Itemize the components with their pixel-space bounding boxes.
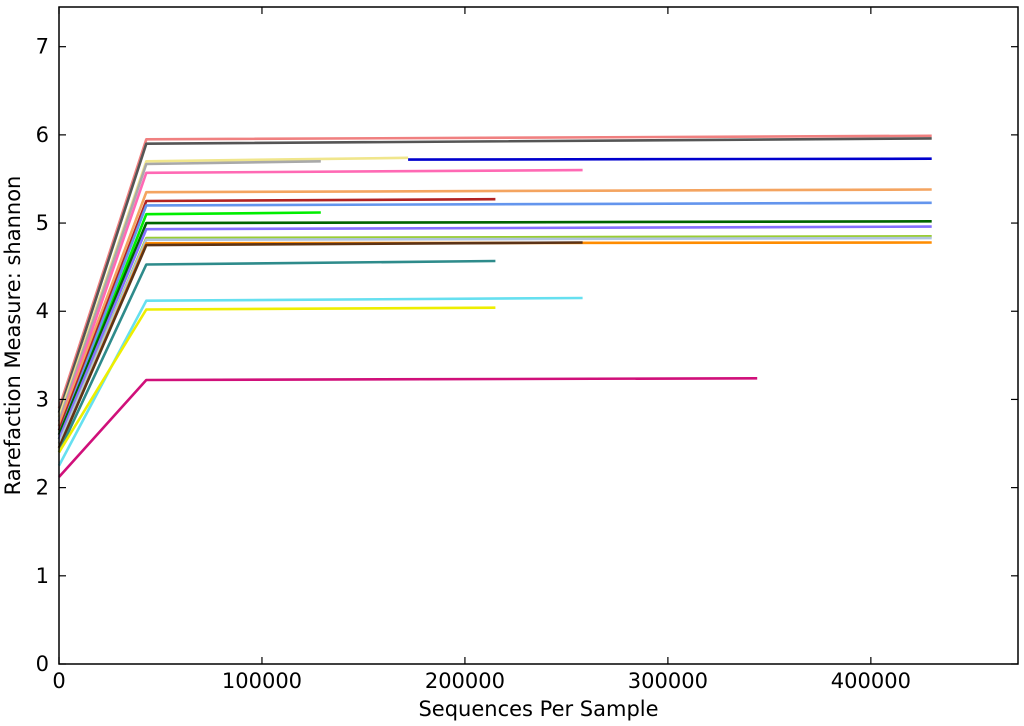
series-line-11	[57, 220, 932, 436]
x-tick-label: 200000	[425, 669, 505, 693]
x-tick-label: 0	[52, 669, 65, 693]
y-tick-label: 2	[36, 476, 49, 500]
series-line-7	[57, 188, 932, 427]
y-tick-label: 7	[36, 35, 49, 59]
series-line-5	[57, 160, 321, 422]
series-line-18	[57, 296, 583, 467]
series-line-19	[57, 306, 496, 453]
x-tick-label: 400000	[831, 669, 911, 693]
series-line-8	[57, 197, 496, 431]
series-line-2	[57, 137, 932, 414]
series-line-16	[57, 241, 583, 449]
series-layer	[57, 134, 932, 478]
x-tick-label: 100000	[222, 669, 302, 693]
y-tick-label: 6	[36, 123, 49, 147]
series-line-14	[57, 236, 932, 445]
y-tick-label: 3	[36, 387, 49, 411]
x-tick-label: 300000	[628, 669, 708, 693]
series-line-9	[57, 201, 932, 436]
series-line-13	[57, 235, 932, 445]
x-axis-label: Sequences Per Sample	[418, 697, 658, 721]
series-line-17	[57, 259, 496, 453]
series-line-20	[58, 376, 758, 478]
y-tick-label: 4	[36, 299, 49, 323]
series-line-4	[408, 157, 932, 161]
y-tick-label: 0	[36, 652, 49, 676]
y-tick-label: 1	[36, 564, 49, 588]
tick-layer: 0 100000 200000 300000 400000 0 1 2 3 4 5 6 7	[36, 7, 1018, 693]
y-tick-label: 5	[36, 211, 49, 235]
series-line-15	[57, 241, 932, 449]
y-axis-label: Rarefaction Measure: shannon	[1, 176, 25, 496]
series-line-1	[57, 134, 932, 409]
series-line-12	[57, 225, 932, 440]
plot-area-frame	[58, 6, 1019, 665]
series-line-6	[57, 168, 583, 427]
